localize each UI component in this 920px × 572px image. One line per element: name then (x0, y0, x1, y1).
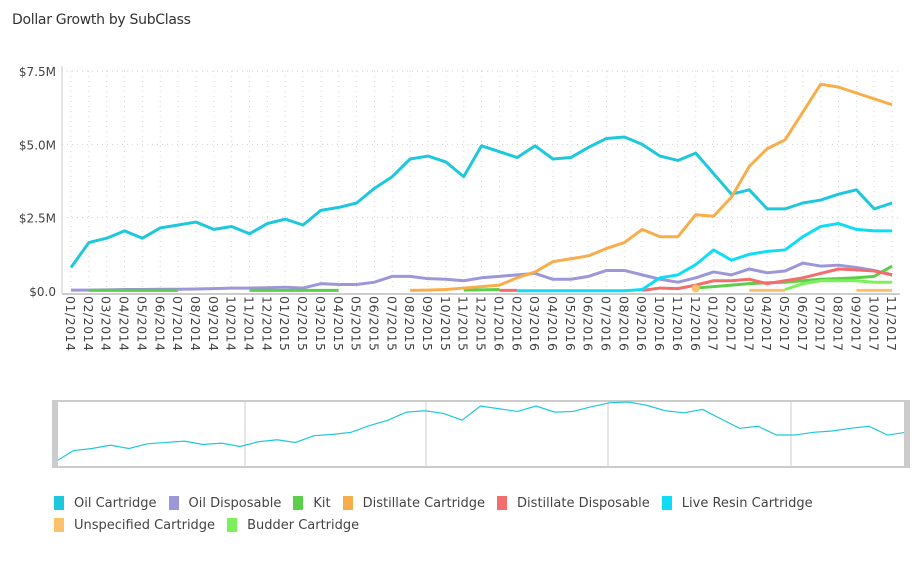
x-tick-label: 10/2017 (866, 296, 882, 352)
x-tick-label: 02/2016 (509, 296, 525, 352)
x-tick-label: 05/2017 (777, 296, 792, 352)
x-tick-label: 08/2015 (402, 296, 418, 352)
x-tick-label: 10/2014 (223, 296, 239, 352)
x-tick-label: 10/2015 (437, 296, 453, 352)
legend-label: Oil Cartridge (74, 495, 157, 511)
x-tick-label: 10/2016 (652, 296, 668, 352)
legend-item-oil-disposable[interactable]: Oil Disposable (168, 492, 282, 514)
x-tick-label: 05/2016 (562, 296, 578, 352)
series-line-unspecified-cartridge-point (691, 284, 700, 293)
x-tick-label: 02/2017 (723, 296, 739, 352)
legend-swatch (168, 496, 179, 510)
x-tick-label: 05/2014 (134, 296, 150, 352)
y-tick-label: $7.5M (19, 65, 56, 79)
x-tick-label: 04/2015 (330, 296, 346, 352)
x-tick-label: 04/2014 (116, 296, 132, 352)
x-tick-label: 07/2015 (384, 296, 400, 352)
series-line-distillate-disposable (642, 267, 893, 292)
x-tick-label: 04/2016 (544, 296, 560, 352)
legend-item-live-resin-cartridge[interactable]: Live Resin Cartridge (661, 492, 813, 514)
x-tick-label: 02/2015 (295, 296, 311, 352)
legend-swatch (293, 496, 304, 510)
navigator-frame (52, 400, 909, 468)
x-tick-label: 11/2014 (241, 296, 257, 352)
x-tick-label: 03/2015 (312, 296, 328, 352)
x-tick-label: 12/2016 (687, 296, 703, 352)
legend-swatch (54, 518, 64, 532)
navigator-handle-right[interactable] (904, 400, 910, 468)
x-tick-label: 12/2014 (259, 296, 275, 352)
series-line-live-resin-cartridge (517, 222, 893, 293)
legend-label: Live Resin Cartridge (681, 495, 813, 511)
x-tick-label: 04/2017 (759, 296, 775, 352)
x-tick-label: 12/2015 (473, 296, 489, 352)
legend-label: Budder Cartridge (247, 517, 360, 533)
x-tick-label: 03/2017 (741, 296, 757, 352)
y-tick-label: $2.5M (19, 212, 56, 226)
series-line-distillate-cartridge (410, 82, 893, 292)
x-tick-label: 06/2014 (152, 296, 168, 352)
legend-label: Distillate Disposable (517, 495, 650, 511)
x-tick-label: 06/2017 (794, 296, 810, 352)
chart-title: Dollar Growth by SubClass (12, 12, 191, 28)
x-tick-label: 05/2015 (348, 296, 364, 352)
legend-item-budder-cartridge[interactable]: Budder Cartridge (227, 514, 359, 536)
navigator-handle-left[interactable] (52, 400, 58, 468)
legend-swatch (227, 518, 238, 532)
y-tick-label: $0.0 (29, 285, 56, 299)
series-line-kit (463, 288, 500, 292)
x-tick-label: 03/2014 (98, 296, 114, 352)
x-tick-label: 06/2016 (580, 296, 596, 352)
x-tick-label: 03/2016 (527, 296, 543, 352)
legend-swatch (661, 496, 672, 510)
legend-swatch (497, 496, 508, 510)
x-tick-label: 07/2014 (170, 296, 186, 352)
legend: Oil Cartridge Oil Disposable Kit Distillate… (54, 492, 894, 536)
series-line-oil-disposable (71, 261, 893, 292)
x-tick-label: 08/2016 (616, 296, 632, 352)
legend-label: Kit (313, 495, 331, 511)
x-tick-label: 01/2017 (705, 296, 721, 352)
x-tick-label: 01/2014 (63, 296, 78, 352)
x-tick-label: 09/2014 (205, 296, 221, 352)
y-tick-label: $5.0M (19, 138, 56, 152)
legend-item-distillate-disposable[interactable]: Distillate Disposable (497, 492, 650, 514)
x-tick-label: 08/2014 (187, 296, 203, 352)
x-tick-label: 09/2016 (634, 296, 650, 352)
legend-item-unspecified-cartridge[interactable]: Unspecified Cartridge (54, 514, 215, 536)
legend-item-oil-cartridge[interactable]: Oil Cartridge (54, 492, 157, 514)
legend-swatch (342, 496, 353, 510)
x-tick-label: 09/2017 (848, 296, 864, 352)
x-tick-label: 02/2014 (80, 296, 96, 352)
legend-item-distillate-cartridge[interactable]: Distillate Cartridge (342, 492, 486, 514)
x-tick-label: 06/2015 (366, 296, 382, 352)
legend-label: Distillate Cartridge (362, 495, 486, 511)
legend-label: Oil Disposable (188, 495, 282, 511)
x-tick-label: 11/2017 (884, 296, 900, 352)
series-line-kit (695, 264, 893, 290)
x-tick-label: 01/2016 (491, 296, 507, 352)
x-tick-label: 07/2016 (598, 296, 614, 352)
legend-item-kit[interactable]: Kit (293, 492, 331, 514)
series-line-oil-cartridge (69, 135, 893, 269)
navigator-series-line (54, 401, 907, 463)
x-tick-label: 11/2015 (455, 296, 471, 352)
x-tick-label: 07/2017 (812, 296, 828, 352)
x-tick-label: 09/2015 (420, 296, 435, 352)
legend-label: Unspecified Cartridge (74, 517, 216, 533)
x-tick-label: 01/2015 (277, 296, 293, 352)
series-line-budder-cartridge (784, 279, 893, 291)
legend-swatch (54, 496, 64, 510)
x-tick-label: 08/2017 (830, 296, 846, 352)
x-tick-label: 11/2016 (669, 296, 685, 352)
